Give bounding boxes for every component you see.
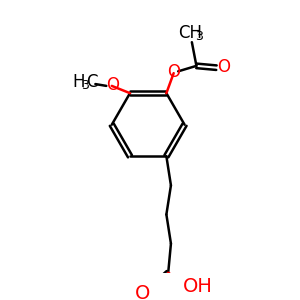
Text: OH: OH	[182, 277, 212, 296]
Text: CH: CH	[178, 24, 202, 42]
Text: C: C	[86, 73, 98, 91]
Text: 3: 3	[195, 30, 203, 43]
Text: H: H	[73, 73, 85, 91]
Text: O: O	[217, 58, 230, 76]
Text: 3: 3	[81, 80, 89, 92]
Text: O: O	[167, 63, 180, 81]
Text: O: O	[135, 284, 150, 300]
Text: O: O	[106, 76, 119, 94]
